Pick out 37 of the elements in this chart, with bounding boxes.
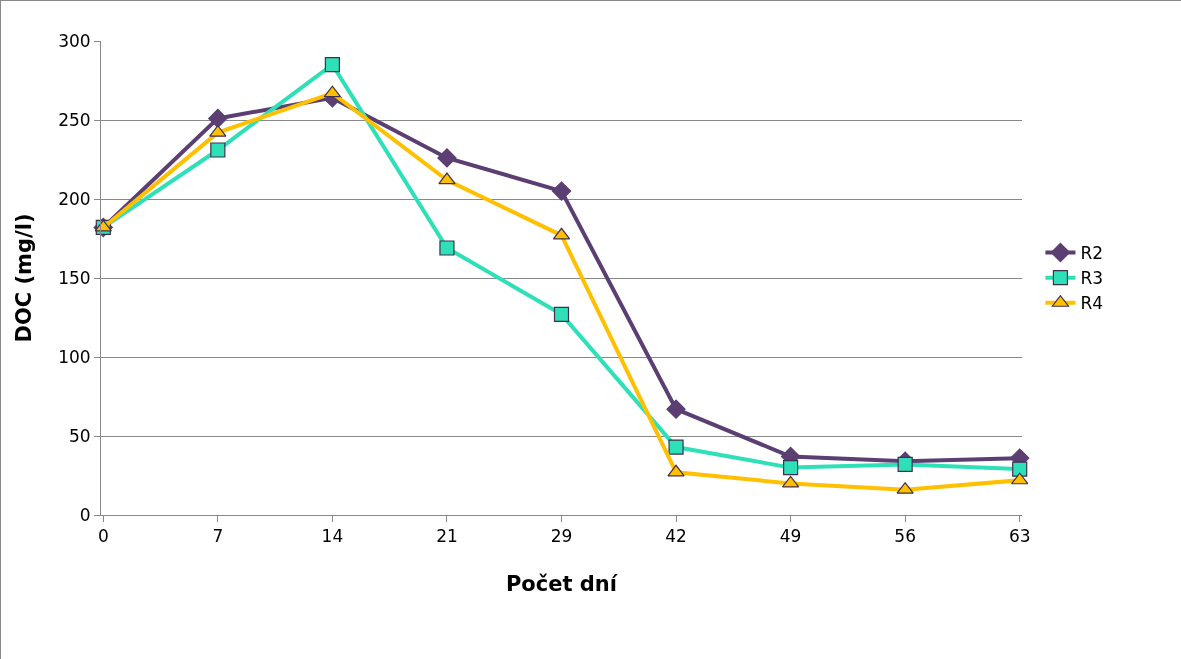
point — [210, 142, 226, 158]
point — [1011, 472, 1029, 485]
y-tick-label: 50 — [68, 425, 91, 446]
point — [551, 181, 572, 201]
x-axis-title: Počet dní — [505, 571, 619, 596]
point — [897, 456, 913, 473]
legend-label: R3 — [1080, 268, 1104, 289]
point — [783, 460, 799, 476]
x-tick-label: 7 — [212, 526, 224, 547]
x-tick-label: 49 — [779, 526, 802, 547]
x-tick-label: 42 — [665, 526, 687, 547]
legend-label: R2 — [1080, 243, 1104, 264]
point — [553, 306, 570, 322]
x-tick-label: 29 — [550, 526, 573, 547]
point — [438, 172, 456, 185]
y-axis-title: DOC (mg/l) — [12, 213, 37, 343]
y-tick-label: 200 — [58, 188, 91, 209]
legend-label: R4 — [1080, 293, 1104, 314]
y-tick-label: 250 — [58, 109, 91, 130]
point — [439, 240, 455, 256]
point — [668, 439, 684, 455]
y-tick-label: 100 — [58, 346, 91, 367]
point — [1012, 461, 1028, 477]
y-tick-label: 0 — [79, 504, 91, 525]
y-tick-label: 300 — [58, 30, 91, 51]
x-tick-label: 21 — [436, 526, 458, 547]
point — [208, 108, 228, 129]
point — [437, 148, 457, 168]
point — [324, 57, 340, 73]
point — [667, 464, 685, 477]
x-tick-label: 63 — [1008, 526, 1031, 547]
x-tick-label: 56 — [894, 526, 916, 547]
point — [94, 219, 112, 232]
x-tick-label: 0 — [97, 526, 109, 547]
y-tick-label: 150 — [58, 267, 91, 288]
x-tick-label: 14 — [321, 526, 344, 547]
point — [666, 399, 686, 419]
